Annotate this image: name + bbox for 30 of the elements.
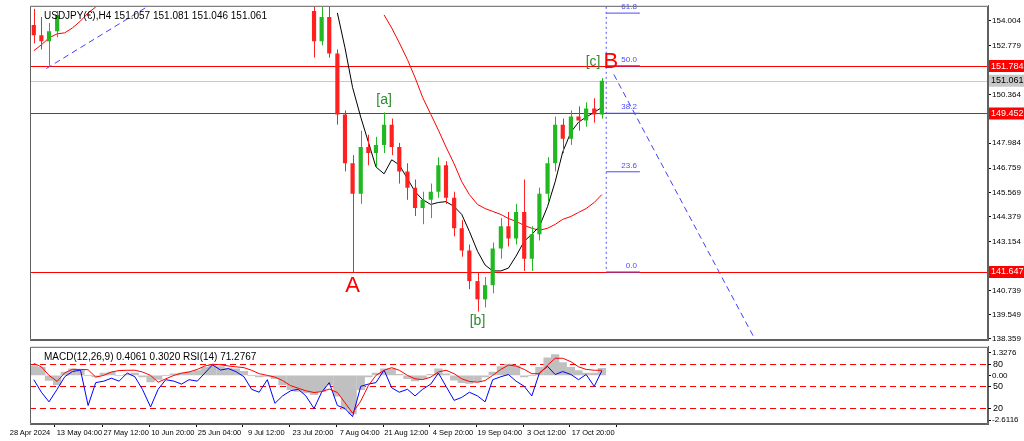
annotation: 0.0 — [625, 261, 638, 271]
y2-tick-label: 50 — [993, 380, 1004, 391]
y-tick-label: 1.3276 — [992, 347, 1018, 357]
y-tick-label: 138.359 — [992, 334, 1022, 343]
y-tick-label: 145.569 — [992, 187, 1022, 197]
y-tick-label: 146.759 — [992, 163, 1022, 173]
ref-line-label: 151.784 — [991, 60, 1024, 71]
y2-tick-label: 20 — [993, 402, 1004, 413]
y-tick-label: 144.379 — [992, 211, 1022, 221]
ref-line-label: 149.452 — [991, 107, 1024, 118]
annotation: A — [345, 272, 361, 297]
annotation: [c] — [585, 52, 601, 69]
annotation: 50.0 — [621, 54, 638, 64]
y-tick-label: -2.6116 — [992, 415, 1020, 425]
y-tick-label: 147.984 — [992, 138, 1022, 148]
y-tick-label: 154.004 — [992, 16, 1022, 26]
annotation: [a] — [376, 91, 392, 108]
y-tick-label: 0.00 — [992, 370, 1009, 380]
y-tick-label: 139.549 — [992, 309, 1022, 319]
chart-title: MACD(12,26,9) 0.4061 0.3020 RSI(14) 71.2767 — [44, 350, 257, 362]
ref-line-label: 151.061 — [991, 75, 1024, 86]
annotation: [b] — [469, 312, 486, 329]
y-tick-label: 152.779 — [992, 41, 1022, 51]
y-tick-label: 140.739 — [992, 285, 1022, 295]
y2-tick-label: 80 — [993, 358, 1004, 369]
y-tick-label: 150.364 — [992, 90, 1022, 100]
y-tick-label: 143.154 — [992, 236, 1022, 246]
annotation: 38.2 — [621, 102, 638, 112]
ref-line-label: 141.647 — [991, 266, 1024, 277]
annotation: 23.6 — [621, 160, 638, 170]
